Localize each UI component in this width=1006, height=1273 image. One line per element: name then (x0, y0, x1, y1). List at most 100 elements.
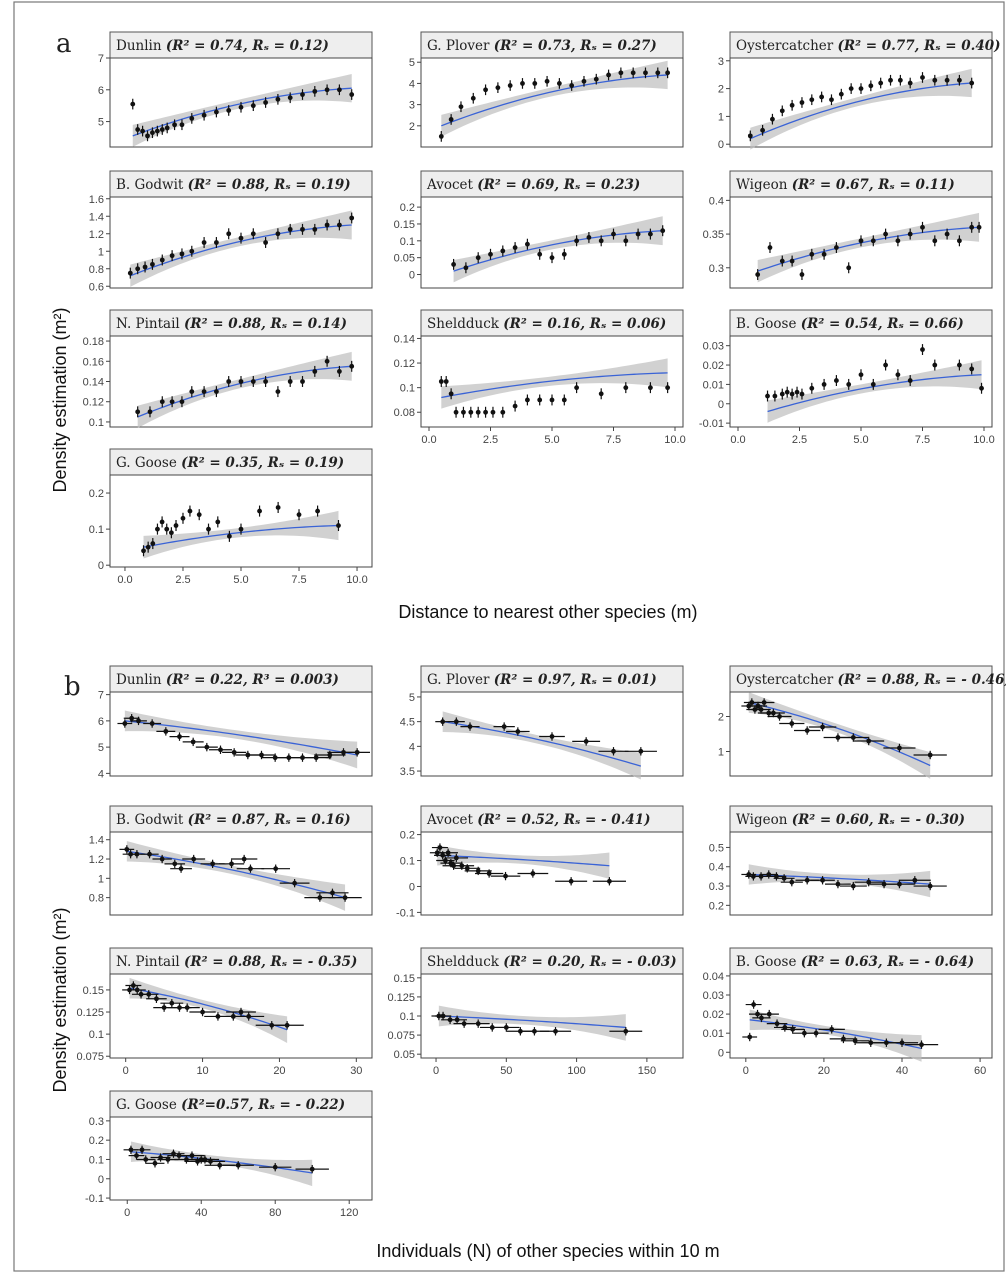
data-point (226, 108, 232, 113)
fit-line (748, 701, 931, 767)
data-point (755, 1011, 760, 1017)
facet-strip (729, 170, 993, 198)
data-point (438, 134, 444, 139)
data-point (257, 508, 262, 514)
confidence-band (757, 212, 980, 283)
data-point (561, 251, 567, 257)
figure-border (13, 1, 1005, 1272)
facet-title: N. Pintail (R² = 0.88, Rₛ = 0.14) (116, 316, 347, 332)
facet-title: Dunlin (R² = 0.22, R³ = 0.003) (116, 672, 339, 688)
data-point (263, 240, 268, 245)
y-tick-label: 0.1 (400, 236, 415, 248)
fit-line (124, 720, 358, 756)
y-tick-label: 2 (718, 84, 724, 96)
y-tick-label: 0.3 (709, 881, 724, 893)
facet-title: B. Godwit (R² = 0.87, Rₛ = 0.16) (116, 812, 351, 828)
facet-strip (729, 947, 993, 975)
facet-stats: (R² = 0.20, Rₛ = - 0.03) (503, 954, 676, 970)
data-point (486, 871, 492, 876)
facet-a-5: Avocet (R² = 0.69, Rₛ = 0.23) 0 0.05 0.1 0.1… (394, 170, 684, 289)
data-point (159, 856, 165, 862)
y-tick-label: 0.2 (89, 488, 104, 500)
data-point (179, 399, 185, 405)
data-point (868, 83, 874, 89)
data-point (150, 541, 156, 546)
y-tick-label: 0.1 (89, 1154, 104, 1166)
data-point (458, 104, 464, 110)
data-point (312, 368, 318, 374)
data-point (782, 1025, 788, 1030)
facet-species: Avocet (426, 812, 477, 828)
x-tick-label: 120 (340, 1207, 358, 1219)
y-tick-label: 0 (98, 1174, 104, 1186)
data-point (454, 1017, 460, 1023)
y-tick-label: 7 (98, 53, 104, 65)
data-point (850, 883, 856, 889)
y-tick-label: 3.5 (400, 766, 415, 778)
data-point (453, 855, 459, 861)
data-point (202, 1157, 208, 1162)
data-point (287, 379, 293, 384)
y-tick-label: 0.14 (394, 333, 415, 345)
data-point (749, 700, 755, 705)
confidence-band (132, 74, 352, 147)
data-point (342, 895, 348, 901)
data-point (774, 1021, 780, 1027)
facet-species: B. Godwit (116, 177, 188, 193)
facet-species: Sheldduck (427, 954, 503, 970)
confidence-band (126, 841, 346, 911)
data-point (643, 70, 648, 76)
x-tick-label: 5.0 (233, 574, 248, 586)
data-point (623, 385, 629, 391)
data-point (140, 128, 146, 134)
x-tick-label: 30 (350, 1065, 362, 1077)
data-point (470, 95, 476, 101)
data-point (758, 707, 764, 712)
facet-a-10: G. Goose (R² = 0.35, Rₛ = 0.19) 0 0.1 0.2 0.… (89, 448, 373, 586)
confidence-band (438, 1005, 626, 1041)
fit-line (437, 854, 610, 867)
data-point (501, 724, 507, 729)
data-point (309, 1166, 315, 1172)
data-point (907, 80, 913, 86)
data-point (820, 877, 825, 883)
data-point (490, 409, 496, 415)
y-tick-label: 1 (98, 246, 104, 258)
data-point (766, 1011, 772, 1017)
data-point (607, 878, 612, 884)
facet-strip (109, 170, 373, 198)
y-tick-label: 0.125 (387, 992, 415, 1004)
facet-species: B. Goose (736, 954, 801, 970)
facet-stats: (R² = 0.88, Rₛ = 0.19) (188, 177, 351, 193)
data-point (623, 1028, 629, 1034)
data-point (858, 372, 864, 378)
data-point (246, 1014, 252, 1019)
y-tick-label: 0.2 (89, 1135, 104, 1147)
y-tick-label: 0.2 (400, 830, 415, 842)
facet-strip (109, 448, 373, 476)
data-point (969, 224, 975, 230)
data-point (549, 397, 555, 403)
data-point (858, 238, 864, 244)
data-point (888, 77, 893, 83)
data-point (660, 228, 666, 234)
data-point (932, 362, 938, 368)
data-point (755, 272, 761, 277)
facet-a-7: N. Pintail (R² = 0.88, Rₛ = 0.14) 0.1 0.12… (83, 309, 373, 429)
data-point (292, 880, 298, 886)
data-point (944, 231, 950, 237)
facet-stats: (R² = 0.22, R³ = 0.003) (166, 672, 339, 688)
x-tick-label: 150 (638, 1065, 656, 1077)
data-point (300, 92, 305, 97)
data-point (201, 389, 207, 395)
data-point (747, 1034, 753, 1040)
data-point (586, 235, 592, 240)
fit-line (453, 230, 663, 272)
y-tick-label: 1.2 (89, 854, 104, 866)
data-point (273, 866, 279, 872)
y-tick-label: 0.02 (703, 360, 724, 372)
data-point (468, 409, 474, 415)
x-axis-label-a: Distance to nearest other species (m) (398, 602, 697, 622)
data-point (944, 77, 950, 83)
y-tick-label: 6 (98, 85, 104, 97)
